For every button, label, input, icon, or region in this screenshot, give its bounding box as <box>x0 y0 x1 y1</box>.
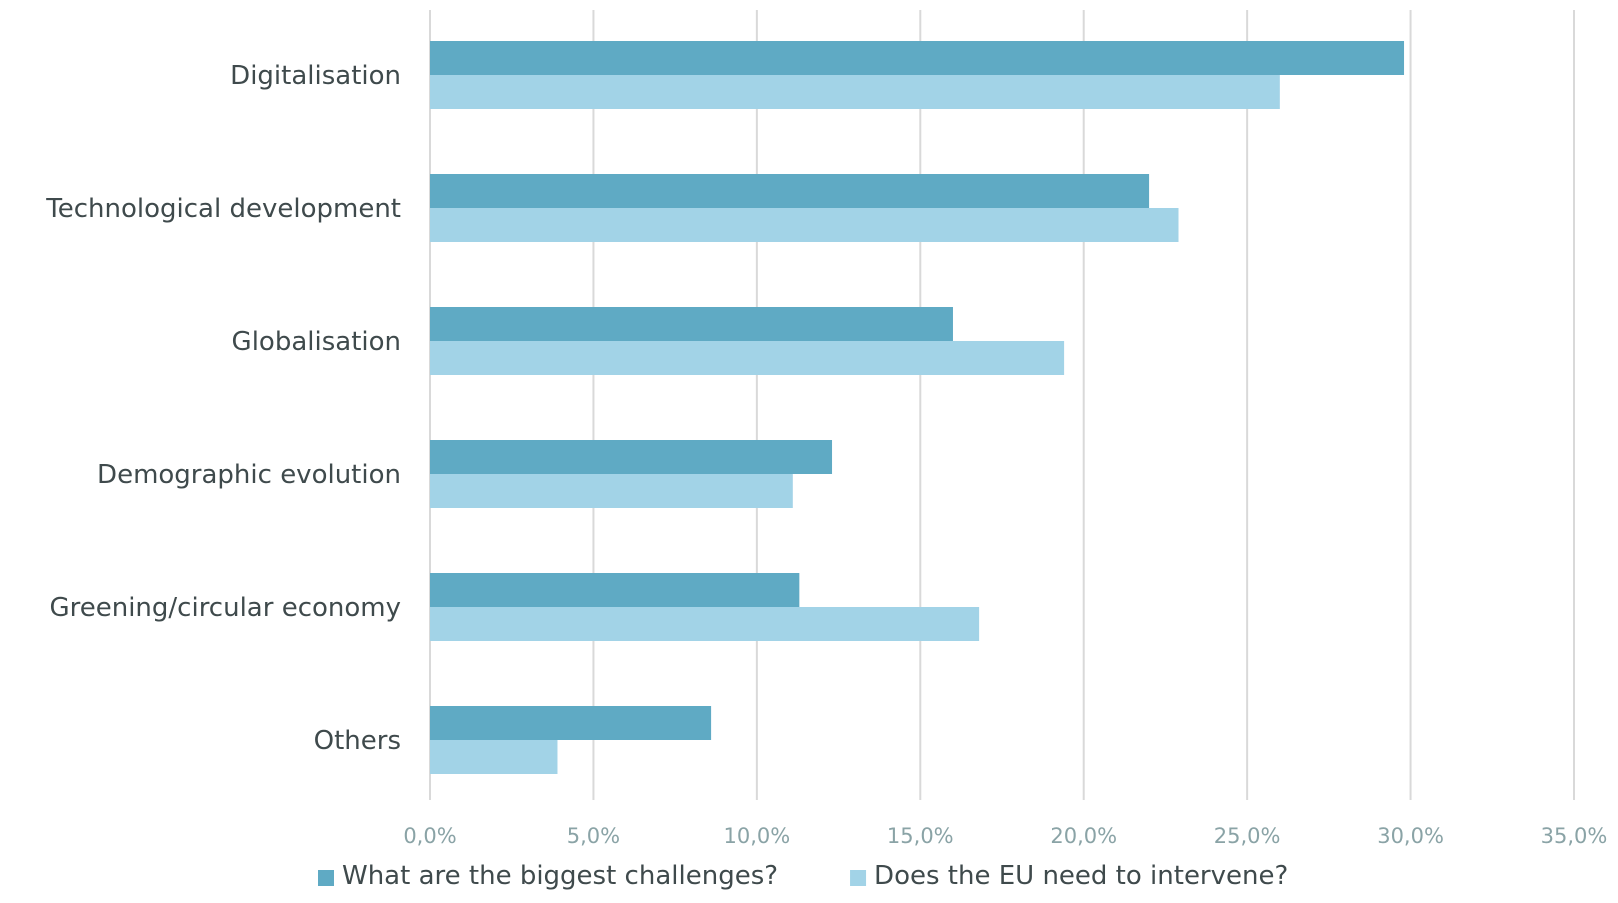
x-tick-label: 5,0% <box>567 824 620 848</box>
bar <box>430 607 980 641</box>
x-tick-label: 25,0% <box>1214 824 1281 848</box>
category-labels: Digitalisation Technological development G… <box>45 61 401 756</box>
legend-swatch <box>850 870 867 886</box>
x-tick-label: 20,0% <box>1050 824 1117 848</box>
category-label: Demographic evolution <box>97 460 401 490</box>
x-tick-label: 35,0% <box>1541 824 1608 848</box>
x-tick-label: 0,0% <box>403 824 456 848</box>
legend-label: What are the biggest challenges? <box>342 861 778 891</box>
bar <box>430 75 1280 109</box>
bar <box>430 208 1179 242</box>
bar <box>430 341 1065 375</box>
category-label: Digitalisation <box>230 61 401 91</box>
bar <box>430 174 1150 208</box>
bar <box>430 706 712 740</box>
category-label: Others <box>314 726 401 756</box>
bar <box>430 41 1405 75</box>
gridlines <box>429 10 1575 800</box>
bar <box>430 474 793 508</box>
bar <box>430 573 800 607</box>
bar <box>430 740 558 774</box>
bars <box>430 41 1405 774</box>
x-tick-label: 15,0% <box>887 824 954 848</box>
x-axis-tick-labels: 0,0% 5,0% 10,0% 15,0% 20,0% 25,0% 30,0% 35,0% <box>403 824 1607 848</box>
category-label: Globalisation <box>232 327 401 357</box>
x-tick-label: 10,0% <box>723 824 790 848</box>
category-label: Greening/circular economy <box>49 593 401 623</box>
bar <box>430 440 833 474</box>
legend-label: Does the EU need to intervene? <box>874 861 1288 891</box>
category-label: Technological development <box>45 194 401 224</box>
legend: What are the biggest challenges? Does the… <box>318 861 1288 891</box>
bar <box>430 307 953 341</box>
x-tick-label: 30,0% <box>1377 824 1444 848</box>
legend-swatch <box>318 870 334 886</box>
